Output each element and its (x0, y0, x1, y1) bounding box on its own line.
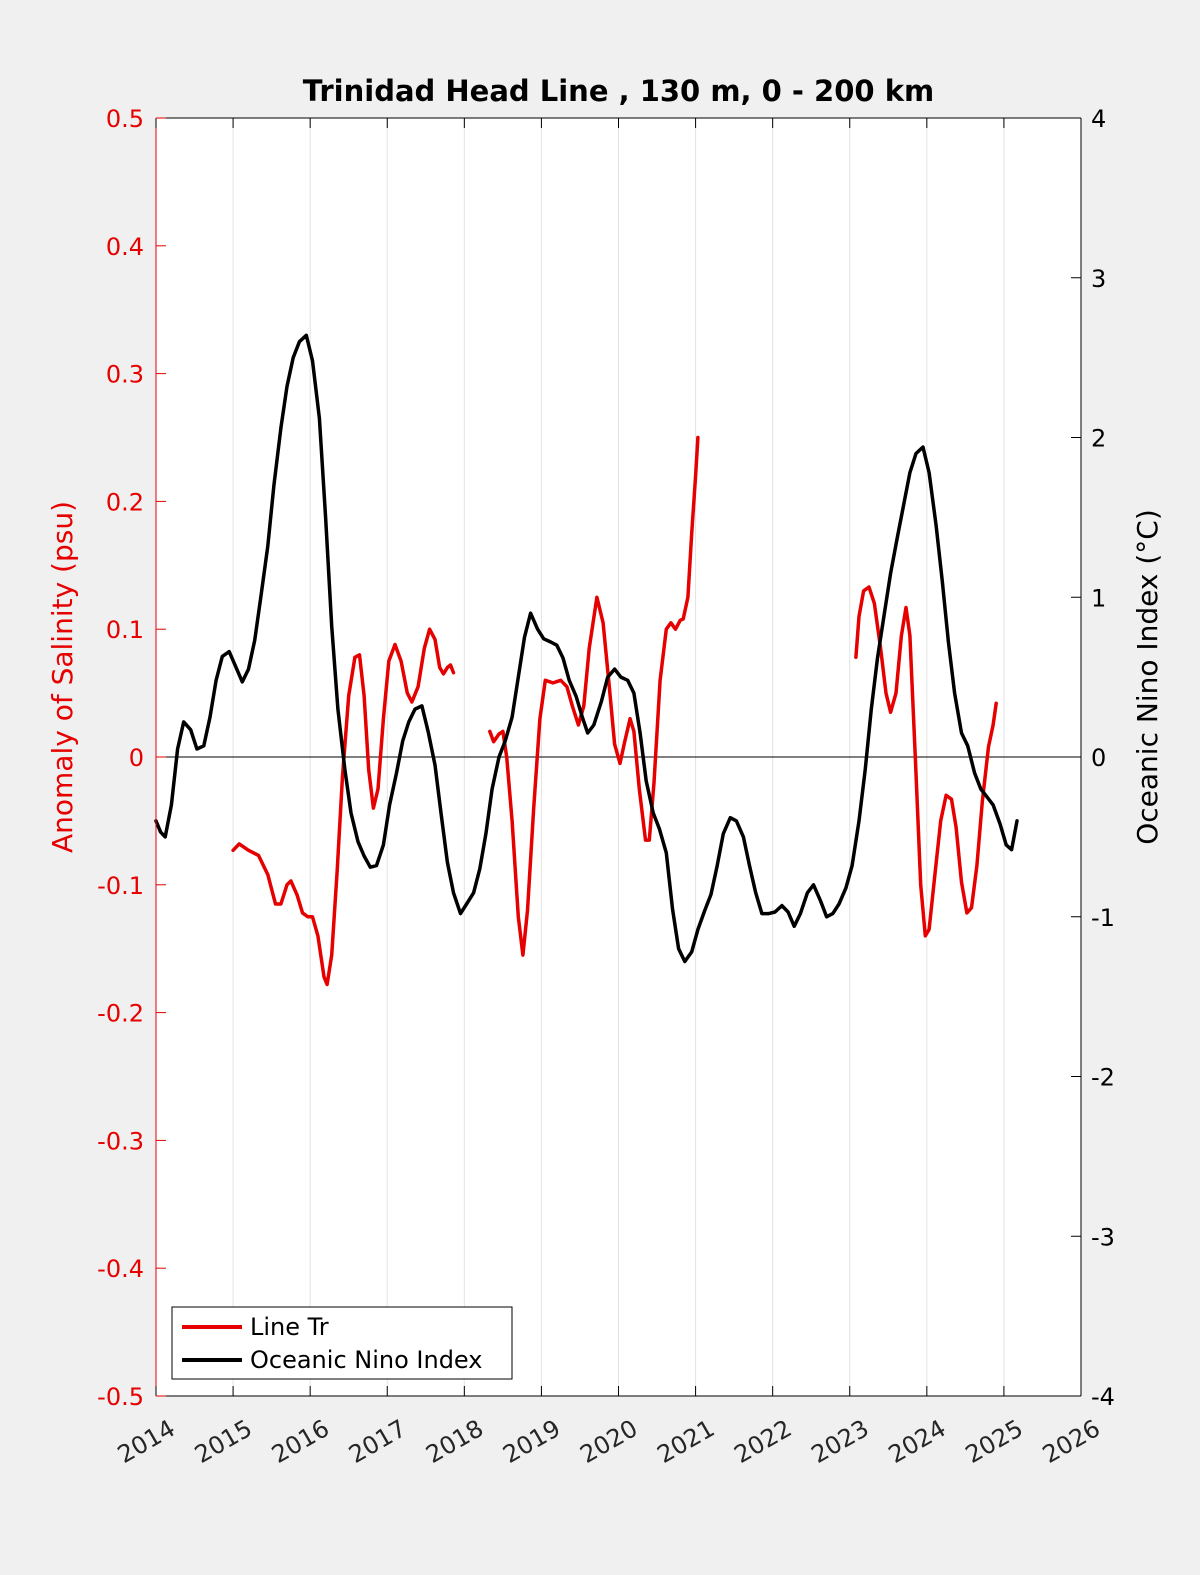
series-oceanic-nino-index (154, 333, 1019, 964)
y-left-tick-label--0.5: -0.5 (97, 1383, 144, 1411)
y-left-tick-label--0.4: -0.4 (97, 1255, 144, 1283)
y-left-tick-label--0.1: -0.1 (97, 872, 144, 900)
y-right-tick-label-2: 2 (1091, 425, 1106, 453)
y-axis-label-left: Anomaly of Salinity (psu) (46, 501, 79, 853)
series-layer (154, 333, 1019, 987)
axes (155, 117, 1082, 1397)
y-left-tick-label-0.4: 0.4 (106, 233, 144, 261)
y-right-tick-label--4: -4 (1091, 1383, 1115, 1411)
y-right-tick-label--2: -2 (1091, 1064, 1115, 1092)
y-right-tick-label-0: 0 (1091, 744, 1106, 772)
y-right-tick-label--3: -3 (1091, 1223, 1115, 1251)
y-left-tick-label-0.5: 0.5 (106, 105, 144, 133)
y-left-tick-label-0.1: 0.1 (106, 616, 144, 644)
series-line-tr-segment-3 (854, 585, 998, 938)
legend-label-line-tr: Line Tr (250, 1313, 329, 1341)
series-line-tr-segment-1 (231, 627, 456, 987)
y-left-tick-label-0.2: 0.2 (106, 488, 144, 516)
y-right-tick-label--1: -1 (1091, 904, 1115, 932)
y-left-tick-label--0.3: -0.3 (97, 1127, 144, 1155)
legend: Line Tr Oceanic Nino Index (171, 1306, 513, 1380)
y-left-tick-label-0.3: 0.3 (106, 361, 144, 389)
y-left-tick-label-0: 0 (129, 744, 144, 772)
y-left-tick-label--0.2: -0.2 (97, 1000, 144, 1028)
series-line-tr-segment-2 (488, 435, 700, 957)
y-right-tick-label-4: 4 (1091, 105, 1106, 133)
y-axis-label-right: Oceanic Nino Index (°C) (1131, 509, 1164, 845)
legend-label-oni: Oceanic Nino Index (250, 1346, 482, 1374)
y-right-tick-label-1: 1 (1091, 584, 1106, 612)
y-right-tick-label-3: 3 (1091, 265, 1106, 293)
chart-title: Trinidad Head Line , 130 m, 0 - 200 km (303, 74, 934, 108)
legend-box (171, 1306, 513, 1380)
